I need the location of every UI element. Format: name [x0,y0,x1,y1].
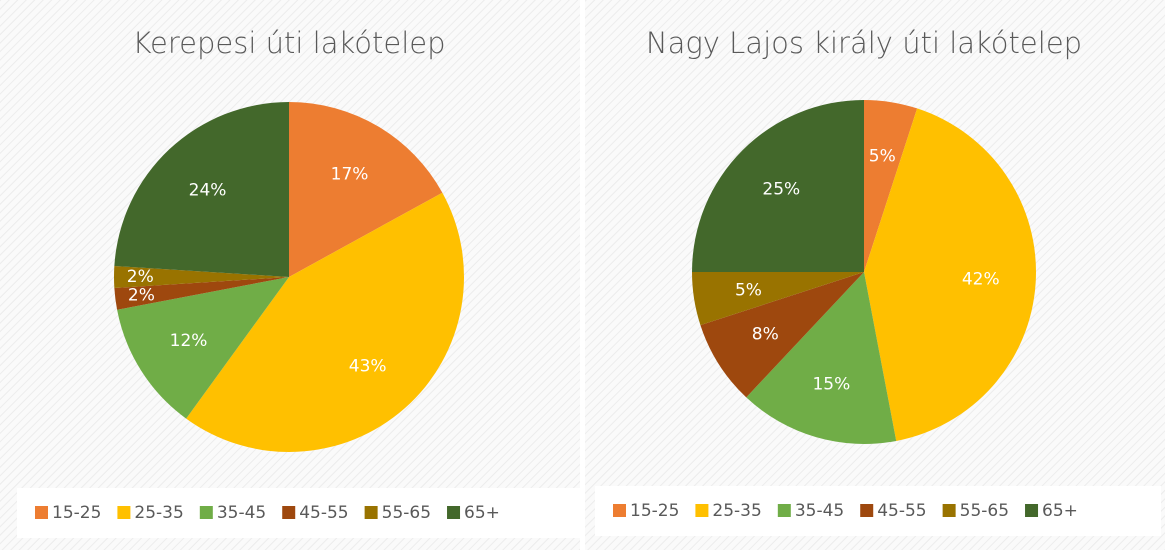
data-label: 2% [128,286,155,306]
legend-swatch [447,506,461,519]
legend-swatch [1025,504,1039,517]
pie-slice [117,277,289,419]
legend-label: 15-25 [630,501,679,521]
legend-swatch [282,506,296,519]
data-label: 2% [127,267,154,287]
data-label: 17% [331,165,369,185]
legend-swatch [942,504,956,517]
pie-slice [700,272,864,398]
data-label: 43% [349,356,387,376]
legend-label: 15-25 [52,503,101,523]
data-label: 12% [170,331,208,351]
pie-slice [746,272,897,444]
legend-label: 65+ [1042,501,1078,521]
data-label: 8% [752,325,779,345]
legend-box [595,486,1161,536]
pie-slice [114,266,289,288]
pie-slice [186,192,464,453]
data-label: 25% [762,179,800,199]
legend-swatch [695,504,709,517]
data-label: 5% [735,280,762,300]
pie-slice [114,102,289,277]
data-label: 24% [189,180,227,200]
legend-swatch [860,504,874,517]
legend-swatch [117,506,131,519]
data-label: 5% [869,146,896,166]
pie-slice [864,100,918,272]
legend-label: 35-45 [217,503,266,523]
data-label: 15% [812,374,850,394]
legend-swatch [777,504,791,517]
legend-label: 45-55 [299,503,348,523]
legend-label: 25-35 [712,501,761,521]
pie-slice [864,108,1036,441]
legend-swatch [199,506,213,519]
legend-box [17,488,583,538]
pie-slice [114,277,289,310]
legend-label: 25-35 [134,503,183,523]
data-label: 42% [962,269,1000,289]
pie-slice [692,272,864,326]
pie-slice [692,100,864,272]
legend-label: 35-45 [795,501,844,521]
legend-label: 45-55 [877,501,926,521]
legend-swatch [613,504,626,517]
legend-label: 55-65 [382,503,431,523]
legend-swatch [35,506,48,519]
pie-slice [289,102,443,277]
legend-swatch [364,506,378,519]
chart-title: Kerepesi úti lakótelep [132,26,445,60]
legend-label: 65+ [464,503,500,523]
chart-title: Nagy Lajos király úti lakótelep [646,26,1082,60]
legend-label: 55-65 [960,501,1009,521]
